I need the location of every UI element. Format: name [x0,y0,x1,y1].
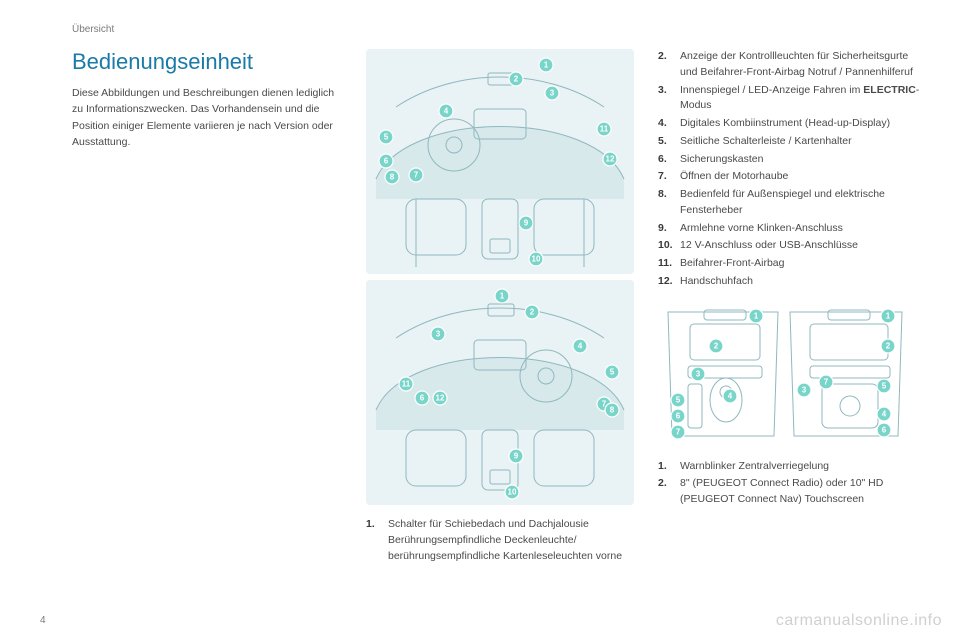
callout-number: 9 [514,452,519,461]
intro-text: Diese Abbildungen und Beschreibungen die… [72,85,342,150]
callout-number: 8 [610,406,615,415]
callout-number: 4 [728,391,733,400]
list-item: 1.Schalter für Schiebedach und Dachjalou… [366,517,634,564]
callout-number: 5 [882,381,887,390]
callout-number: 4 [578,342,583,351]
callout-number: 8 [390,173,395,182]
callout-number: 1 [544,61,549,70]
list-item-number: 1. [658,459,680,475]
column-right: 2.Anzeige der Kontrollleuchten für Siche… [658,49,920,566]
callout-number: 3 [696,369,701,378]
callout-number: 3 [436,330,441,339]
list-item: 6.Sicherungskasten [658,152,920,168]
callout-number: 12 [436,394,445,403]
list-item-text: Bedienfeld für Außenspiegel und elektris… [680,187,920,219]
callout-number: 10 [508,488,517,497]
list-item-number: 2. [658,49,680,81]
callout-number: 11 [600,125,609,134]
list-item: 10.12 V-Anschluss oder USB-Anschlüsse [658,238,920,254]
callout-number: 2 [514,75,519,84]
list-item: 1.Warnblinker Zentralverriegelung [658,459,920,475]
callout-number: 6 [882,425,887,434]
right-bottom-list: 1.Warnblinker Zentralverriegelung2.8" (P… [658,459,920,508]
list-item-text: Handschuhfach [680,274,920,290]
column-left: Bedienungseinheit Diese Abbildungen und … [72,49,342,566]
callout-number: 6 [420,394,425,403]
list-item-number: 10. [658,238,680,254]
callout-number: 12 [606,155,615,164]
list-item-number: 3. [658,83,680,115]
breadcrumb: Übersicht [72,24,920,35]
mid-caption-list: 1.Schalter für Schiebedach und Dachjalou… [366,517,634,564]
page-number: 4 [40,615,46,626]
column-mid: 123456789101112 123 [366,49,634,566]
list-item-text: Innenspiegel / LED-Anzeige Fahren im ELE… [680,83,920,115]
callout-number: 5 [676,395,681,404]
callout-number: 5 [384,133,389,142]
right-top-list: 2.Anzeige der Kontrollleuchten für Siche… [658,49,920,290]
callout-number: 6 [384,157,389,166]
figure-center-console: 1 2 3 4 5 6 7 1 2 3 4 5 6 7 [658,304,920,449]
list-item-text: Digitales Kombiinstrument (Head-up-Displ… [680,116,920,132]
callout-number: 7 [676,427,681,436]
list-item-number: 4. [658,116,680,132]
page-title: Bedienungseinheit [72,49,342,75]
callout-number: 4 [882,409,887,418]
list-item-text: Sicherungskasten [680,152,920,168]
callout-number: 10 [532,255,541,264]
callout-number: 2 [530,308,535,317]
watermark: carmanualsonline.info [776,612,942,630]
callout-number: 3 [550,89,555,98]
callout-number: 1 [754,311,759,320]
list-item-text: Beifahrer-Front-Airbag [680,256,920,272]
list-item-text: Öffnen der Motorhaube [680,169,920,185]
list-item-number: 6. [658,152,680,168]
list-item-text: Armlehne vorne Klinken-Anschluss [680,221,920,237]
list-item-number: 11. [658,256,680,272]
list-item: 4.Digitales Kombiinstrument (Head-up-Dis… [658,116,920,132]
columns: Bedienungseinheit Diese Abbildungen und … [72,49,920,566]
callout-number: 4 [444,107,449,116]
list-item-number: 12. [658,274,680,290]
list-item-text: Schalter für Schiebedach und Dachjalousi… [388,517,634,564]
list-item-number: 1. [366,517,388,564]
list-item-number: 9. [658,221,680,237]
callout-number: 2 [714,341,719,350]
list-item-text: Warnblinker Zentralverriegelung [680,459,920,475]
list-item: 11.Beifahrer-Front-Airbag [658,256,920,272]
figure-interior-rhd: 123456789101112 [366,280,634,505]
list-item: 5.Seitliche Schalterleiste / Kartenhalte… [658,134,920,150]
callout-number: 3 [802,385,807,394]
list-item-text: 8" (PEUGEOT Connect Radio) oder 10" HD (… [680,476,920,508]
list-item: 3.Innenspiegel / LED-Anzeige Fahren im E… [658,83,920,115]
list-item-text: Seitliche Schalterleiste / Kartenhalter [680,134,920,150]
callout-number: 11 [402,380,411,389]
callout-number: 1 [500,292,505,301]
list-item-number: 2. [658,476,680,508]
callout-number: 7 [824,377,829,386]
callout-number: 6 [676,411,681,420]
list-item: 9.Armlehne vorne Klinken-Anschluss [658,221,920,237]
list-item-text: 12 V-Anschluss oder USB-Anschlüsse [680,238,920,254]
list-item-number: 7. [658,169,680,185]
list-item-text: Anzeige der Kontrollleuchten für Sicherh… [680,49,920,81]
callout-number: 1 [886,311,891,320]
figure-interior-lhd: 123456789101112 [366,49,634,274]
list-item-number: 5. [658,134,680,150]
callout-number: 9 [524,219,529,228]
list-item: 2.8" (PEUGEOT Connect Radio) oder 10" HD… [658,476,920,508]
list-item: 2.Anzeige der Kontrollleuchten für Siche… [658,49,920,81]
callout-number: 5 [610,368,615,377]
callout-number: 2 [886,341,891,350]
callout-number: 7 [414,171,419,180]
manual-page: Übersicht Bedienungseinheit Diese Abbild… [0,0,960,640]
list-item: 8.Bedienfeld für Außenspiegel und elektr… [658,187,920,219]
list-item: 12.Handschuhfach [658,274,920,290]
list-item: 7.Öffnen der Motorhaube [658,169,920,185]
list-item-number: 8. [658,187,680,219]
